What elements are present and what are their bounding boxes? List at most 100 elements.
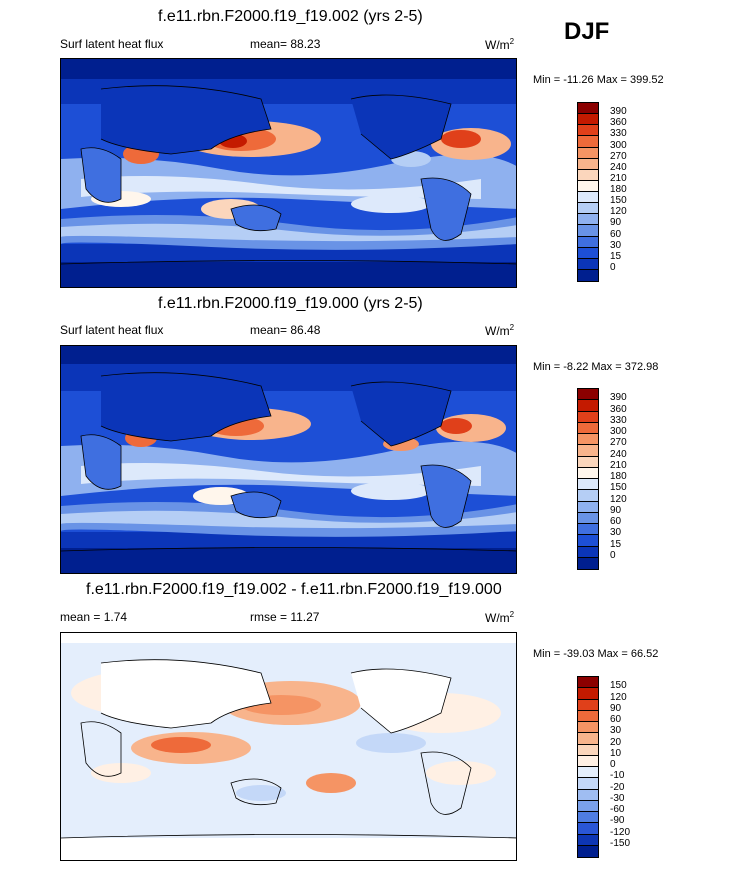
colorbar-tick-label: -20 xyxy=(610,781,625,793)
colorbar-segment xyxy=(578,812,598,824)
colorbar-segment xyxy=(578,744,598,756)
colorbar-tick-label: 210 xyxy=(610,172,627,184)
colorbar-tick-label: 270 xyxy=(610,150,627,162)
colorbar-tick-label: 150 xyxy=(610,680,627,692)
colorbar-segment xyxy=(578,800,598,812)
colorbar-tick-label: 60 xyxy=(610,228,622,240)
colorbar-tick-label: 90 xyxy=(610,702,622,714)
colorbar-segment xyxy=(578,557,598,569)
colorbar-tick-label: 90 xyxy=(610,504,622,516)
colorbar-tick-label: 180 xyxy=(610,471,627,482)
panel2-variable-label: Surf latent heat flux xyxy=(60,323,164,337)
colorbar-tick-label: 60 xyxy=(610,714,622,725)
colorbar-segment xyxy=(578,479,598,491)
panel1-colorbar xyxy=(577,102,599,282)
colorbar-tick-label: 330 xyxy=(610,128,627,140)
colorbar-segment xyxy=(578,456,598,468)
colorbar-segment xyxy=(578,434,598,446)
colorbar-tick-label: 30 xyxy=(610,725,622,737)
panel1-title: f.e11.rbn.F2000.f19_f19.002 (yrs 2-5) xyxy=(158,8,423,25)
colorbar-segment xyxy=(578,845,598,857)
panel3-colorbar xyxy=(577,676,599,858)
colorbar-segment xyxy=(578,158,598,170)
panel2-mean-label: mean= 86.48 xyxy=(250,323,321,337)
colorbar-tick-label: 15 xyxy=(610,538,622,550)
colorbar-tick-label: 390 xyxy=(610,106,627,118)
panel2-map xyxy=(60,345,517,574)
colorbar-segment xyxy=(578,535,598,547)
colorbar-tick-label: 150 xyxy=(610,482,627,494)
panel2-map-svg xyxy=(61,346,516,573)
colorbar-segment xyxy=(578,467,598,479)
colorbar-segment xyxy=(578,699,598,711)
colorbar-segment xyxy=(578,823,598,835)
colorbar-segment xyxy=(578,192,598,204)
colorbar-segment xyxy=(578,400,598,412)
colorbar-segment xyxy=(578,733,598,745)
panel3-rmse-label: rmse = 11.27 xyxy=(250,610,320,624)
colorbar-segment xyxy=(578,778,598,790)
panel3-map-svg xyxy=(61,633,516,860)
colorbar-segment xyxy=(578,512,598,524)
colorbar-tick-label: 15 xyxy=(610,250,622,262)
colorbar-segment xyxy=(578,710,598,722)
colorbar-tick-label: 330 xyxy=(610,414,627,426)
colorbar-segment xyxy=(578,490,598,502)
panel3-title: f.e11.rbn.F2000.f19_f19.002 - f.e11.rbn.… xyxy=(86,581,502,598)
colorbar-segment xyxy=(578,236,598,248)
colorbar-tick-label: 180 xyxy=(610,184,627,195)
panel2-colorbar xyxy=(577,388,599,570)
colorbar-tick-label: 300 xyxy=(610,426,627,437)
colorbar-tick-label: 0 xyxy=(610,549,616,561)
colorbar-tick-label: 120 xyxy=(610,691,627,703)
colorbar-tick-label: -10 xyxy=(610,770,625,782)
colorbar-tick-label: 390 xyxy=(610,392,627,404)
colorbar-segment xyxy=(578,125,598,137)
colorbar-tick-label: 20 xyxy=(610,736,622,748)
colorbar-tick-label: 300 xyxy=(610,139,627,151)
colorbar-segment xyxy=(578,103,598,115)
colorbar-segment xyxy=(578,501,598,513)
colorbar-segment xyxy=(578,389,598,401)
colorbar-segment xyxy=(578,258,598,270)
panel3-minmax: Min = -39.03 Max = 66.52 xyxy=(533,648,659,660)
colorbar-segment xyxy=(578,755,598,767)
colorbar-segment xyxy=(578,834,598,846)
colorbar-tick-label: -90 xyxy=(610,815,625,827)
colorbar-segment xyxy=(578,422,598,434)
colorbar-tick-label: -150 xyxy=(610,837,631,849)
colorbar-tick-label: 150 xyxy=(610,195,627,207)
colorbar-tick-label: 10 xyxy=(610,747,622,759)
colorbar-segment xyxy=(578,147,598,159)
colorbar-tick-label: 30 xyxy=(610,527,622,539)
panel2-units: W/m2 xyxy=(485,323,515,338)
colorbar-tick-label: 120 xyxy=(610,206,627,218)
colorbar-tick-label: 360 xyxy=(610,403,627,415)
colorbar-tick-label: 240 xyxy=(610,161,627,173)
colorbar-segment xyxy=(578,114,598,126)
colorbar-tick-label: 60 xyxy=(610,516,622,527)
colorbar-tick-label: 30 xyxy=(610,239,622,251)
colorbar-segment xyxy=(578,445,598,457)
colorbar-tick-label: 240 xyxy=(610,448,627,460)
panel3-units: W/m2 xyxy=(485,610,515,625)
colorbar-tick-label: -30 xyxy=(610,792,625,804)
panel2-minmax: Min = -8.22 Max = 372.98 xyxy=(533,361,659,373)
season-label: DJF xyxy=(564,18,610,45)
colorbar-segment xyxy=(578,411,598,423)
colorbar-segment xyxy=(578,136,598,148)
colorbar-tick-label: 0 xyxy=(610,759,616,770)
panel1-variable-label: Surf latent heat flux xyxy=(60,37,164,51)
colorbar-segment xyxy=(578,688,598,700)
colorbar-segment xyxy=(578,767,598,779)
panel3-mean-label: mean = 1.74 xyxy=(60,610,128,624)
colorbar-tick-label: -60 xyxy=(610,804,625,815)
colorbar-segment xyxy=(578,524,598,536)
colorbar-segment xyxy=(578,269,598,281)
colorbar-segment xyxy=(578,180,598,192)
colorbar-tick-label: 270 xyxy=(610,437,627,449)
panel1-minmax: Min = -11.26 Max = 399.52 xyxy=(533,74,664,86)
colorbar-tick-label: 0 xyxy=(610,261,616,273)
colorbar-segment xyxy=(578,722,598,734)
colorbar-tick-label: -120 xyxy=(610,826,631,838)
